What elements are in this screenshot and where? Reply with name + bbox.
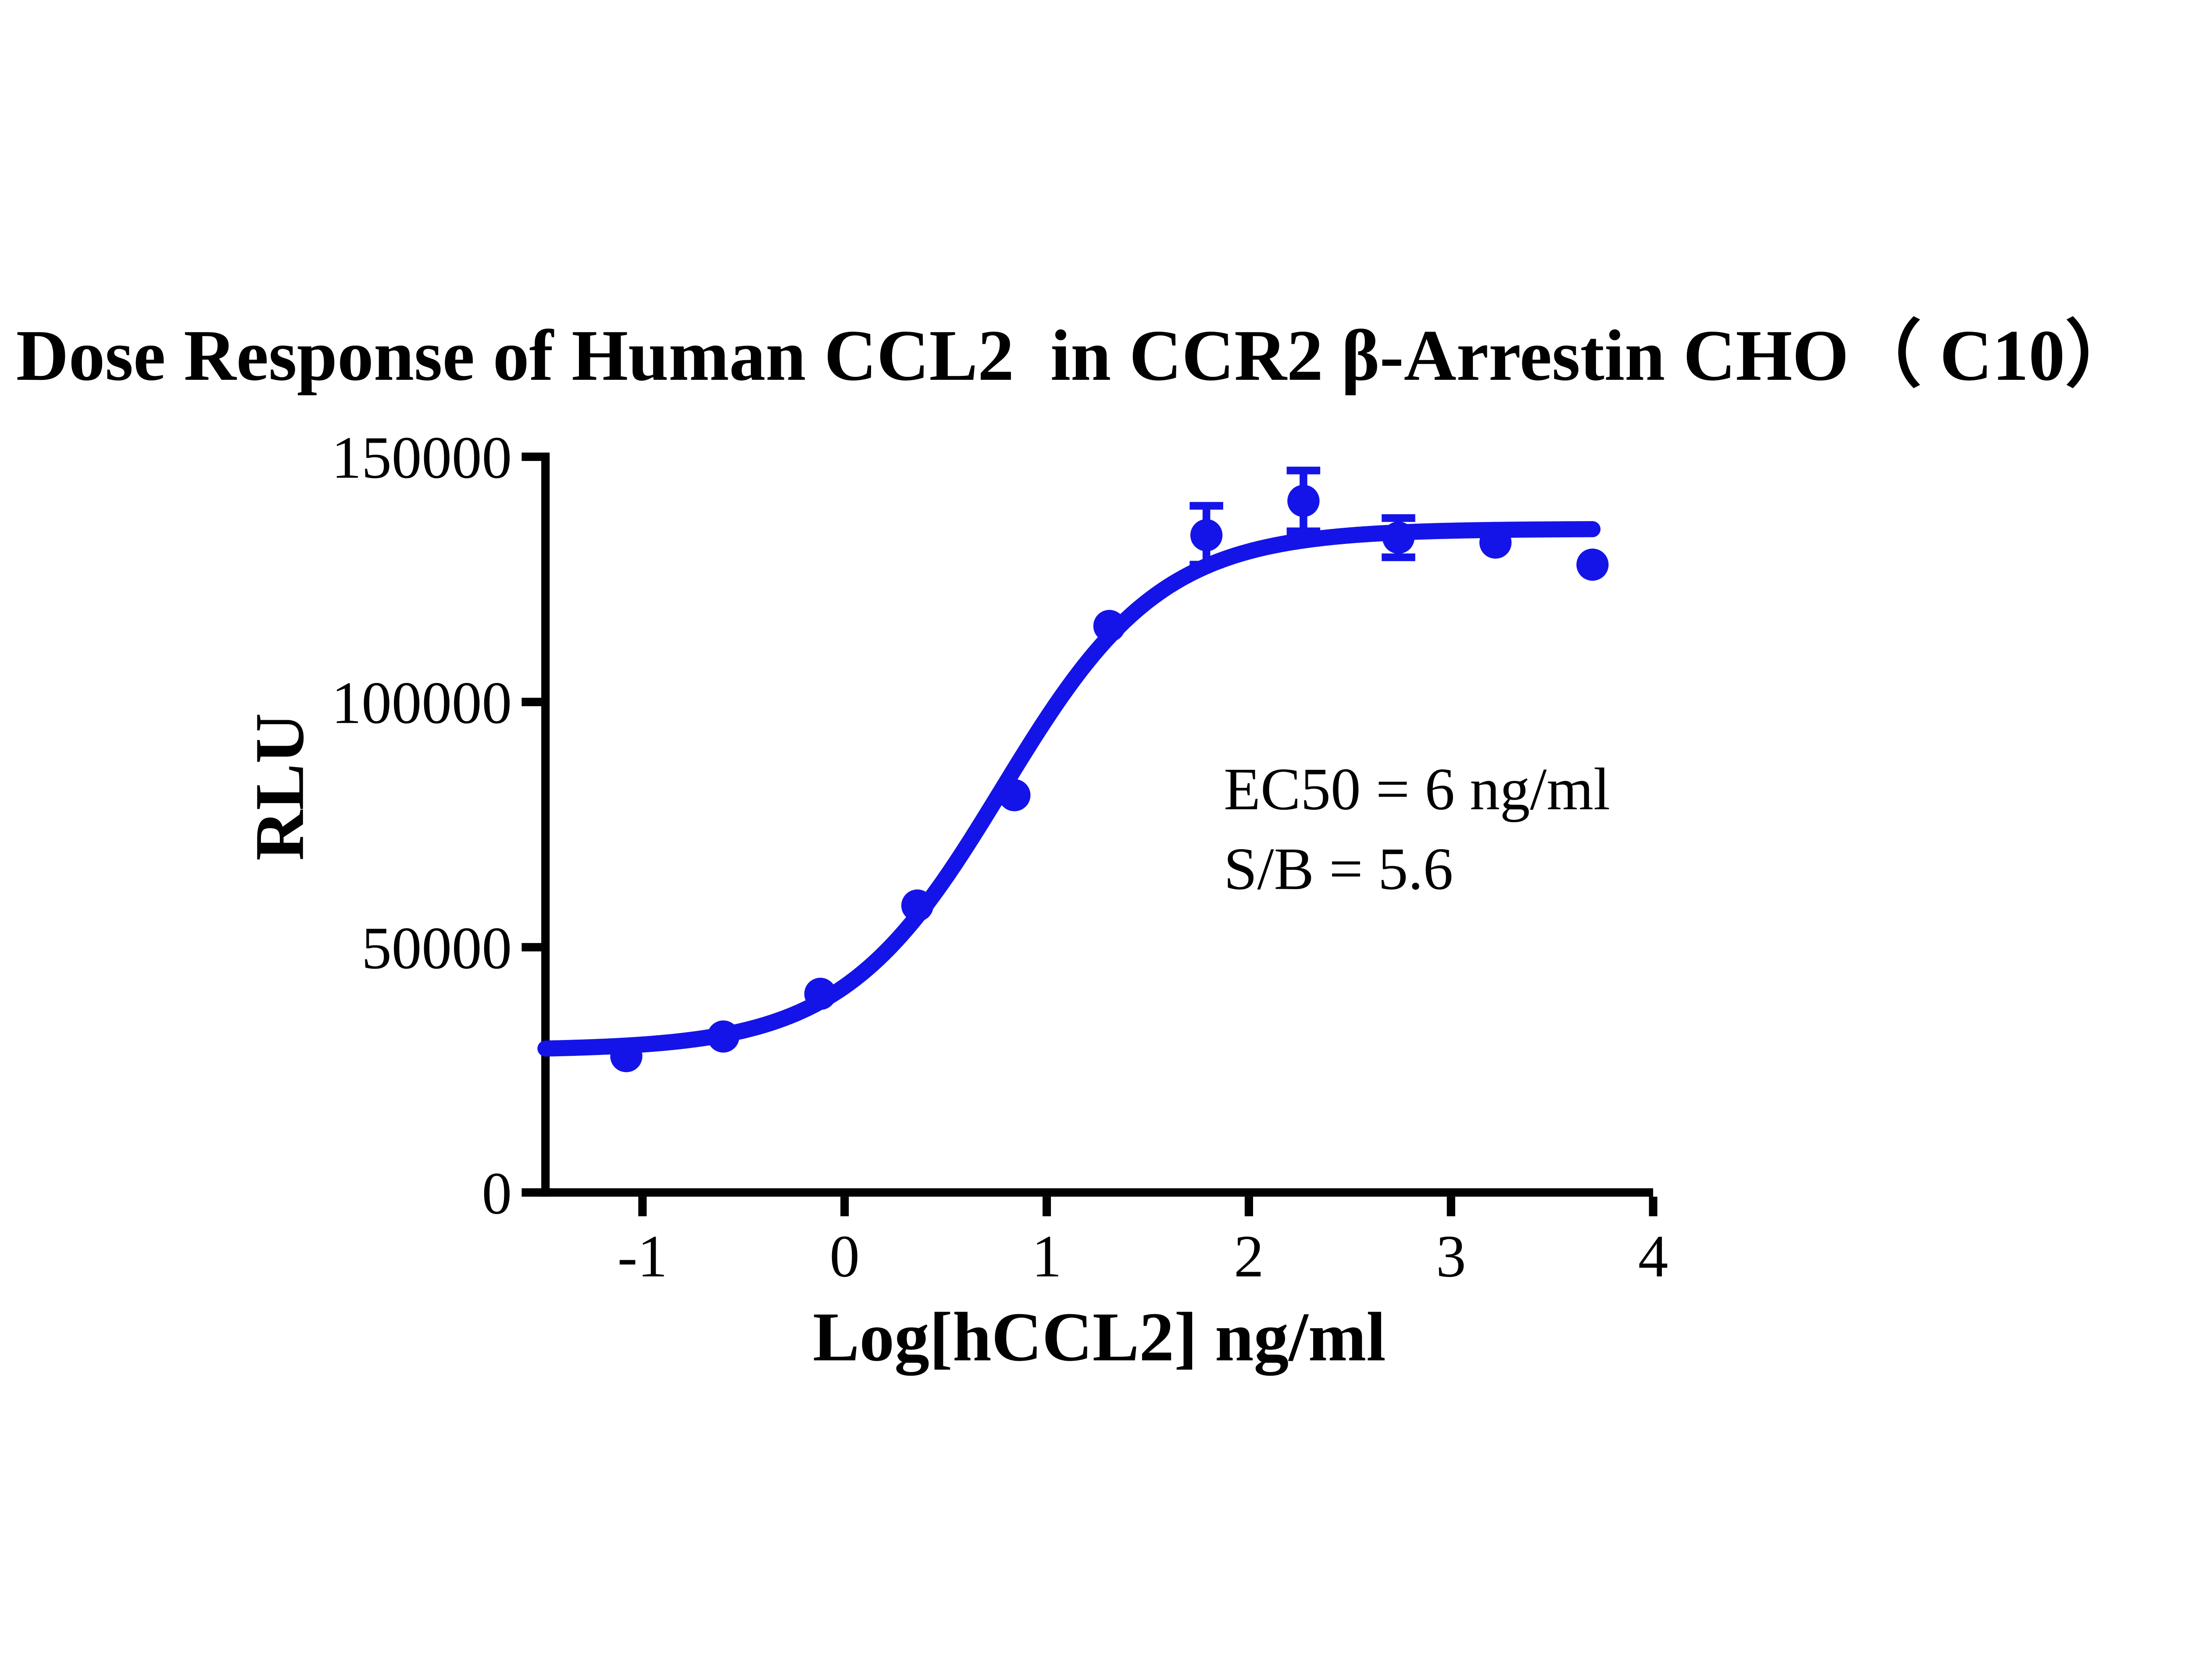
data-point	[1093, 610, 1126, 642]
ec50-annotation: EC50 = 6 ng/ml	[1224, 756, 1610, 822]
y-tick-label: 0	[482, 1160, 512, 1226]
chart-title: Dose Response of Human CCL2 in CCR2 β-Ar…	[16, 315, 2138, 396]
y-axis-label: RLU	[241, 713, 318, 861]
x-axis-label: Log[hCCL2] ng/ml	[813, 1298, 1386, 1376]
y-tick-label: 150000	[332, 424, 512, 491]
data-point	[1190, 519, 1223, 551]
plot-area: 0 50000 100000 150000 -1 0 1 2 3 4	[332, 424, 1668, 1290]
x-tick-label: -1	[618, 1223, 668, 1290]
data-point	[1382, 522, 1415, 554]
y-tick-label: 100000	[332, 669, 512, 736]
data-point	[804, 978, 837, 1010]
data-point	[998, 779, 1031, 811]
y-tick-label: 50000	[361, 915, 512, 981]
x-tick-label: 2	[1234, 1223, 1264, 1290]
data-point	[1287, 485, 1320, 517]
data-point	[610, 1040, 643, 1072]
data-point	[1479, 526, 1512, 559]
x-tick-label: 3	[1436, 1223, 1466, 1290]
data-point	[1576, 548, 1609, 581]
x-tick-label: 0	[829, 1223, 860, 1290]
sb-annotation: S/B = 5.6	[1224, 836, 1453, 902]
data-point	[707, 1020, 739, 1053]
x-tick-label: 4	[1638, 1223, 1668, 1290]
data-point	[901, 889, 934, 922]
x-tick-label: 1	[1032, 1223, 1062, 1290]
